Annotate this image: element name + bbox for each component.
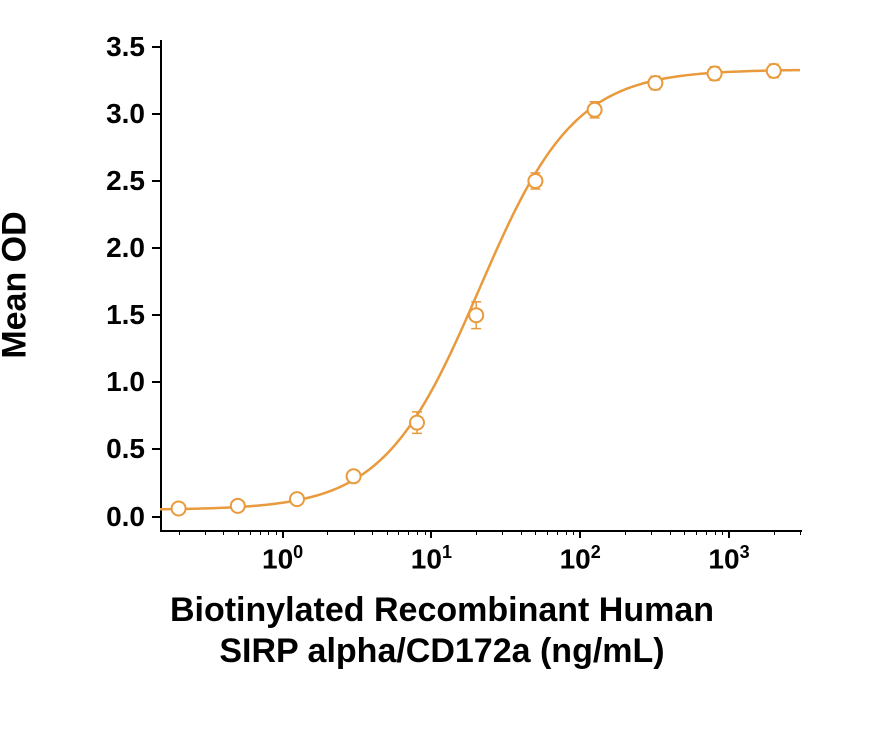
x-tick-minor	[179, 530, 180, 535]
y-tick-label: 2.0	[90, 232, 145, 264]
x-tick-minor	[573, 530, 574, 535]
data-point	[347, 469, 361, 483]
x-tick-minor	[205, 530, 206, 535]
x-tick-minor	[408, 530, 409, 535]
x-tick-minor	[684, 530, 685, 535]
y-tick	[152, 314, 160, 316]
y-tick-label: 3.0	[90, 98, 145, 130]
data-point	[708, 67, 722, 81]
x-tick-minor	[722, 530, 723, 535]
x-tick-label: 100	[262, 542, 303, 575]
x-tick-label: 102	[560, 542, 601, 575]
x-tick-minor	[521, 530, 522, 535]
data-point	[767, 64, 781, 78]
x-tick-minor	[706, 530, 707, 535]
y-tick-label: 2.5	[90, 165, 145, 197]
data-point	[231, 499, 245, 513]
x-tick-major	[430, 530, 432, 538]
y-tick	[152, 516, 160, 518]
x-tick-minor	[372, 530, 373, 535]
y-tick-label: 1.0	[90, 366, 145, 398]
x-tick-minor	[557, 530, 558, 535]
x-tick-minor	[476, 530, 477, 535]
chart-container: Mean OD Biotinylated Recombinant Human S…	[0, 0, 884, 736]
y-tick	[152, 113, 160, 115]
x-tick-label: 101	[411, 542, 452, 575]
x-tick-minor	[774, 530, 775, 535]
curve-line	[160, 70, 800, 509]
y-tick	[152, 247, 160, 249]
data-point	[648, 76, 662, 90]
x-tick-minor	[223, 530, 224, 535]
x-tick-minor	[502, 530, 503, 535]
x-tick-minor	[417, 530, 418, 535]
x-tick-minor	[268, 530, 269, 535]
x-tick-minor	[715, 530, 716, 535]
data-point	[528, 174, 542, 188]
y-tick-label: 0.5	[90, 433, 145, 465]
x-tick-minor	[250, 530, 251, 535]
x-tick-major	[728, 530, 730, 538]
data-point	[172, 502, 186, 516]
x-tick-minor	[670, 530, 671, 535]
y-tick	[152, 448, 160, 450]
x-tick-minor	[651, 530, 652, 535]
x-tick-minor	[354, 530, 355, 535]
x-tick-major	[282, 530, 284, 538]
x-tick-minor	[625, 530, 626, 535]
data-point	[469, 308, 483, 322]
y-tick-label: 0.0	[90, 501, 145, 533]
y-tick	[152, 46, 160, 48]
x-tick-minor	[535, 530, 536, 535]
x-tick-minor	[800, 530, 801, 535]
data-point	[588, 103, 602, 117]
data-point	[410, 416, 424, 430]
x-tick-minor	[276, 530, 277, 535]
x-tick-major	[579, 530, 581, 538]
x-tick-minor	[238, 530, 239, 535]
x-tick-minor	[696, 530, 697, 535]
x-tick-minor	[327, 530, 328, 535]
x-tick-minor	[547, 530, 548, 535]
x-tick-minor	[398, 530, 399, 535]
x-tick-minor	[425, 530, 426, 535]
x-tick-minor	[260, 530, 261, 535]
data-point	[290, 492, 304, 506]
y-tick-label: 3.5	[90, 31, 145, 63]
y-tick-label: 1.5	[90, 299, 145, 331]
y-tick	[152, 180, 160, 182]
x-tick-minor	[387, 530, 388, 535]
y-tick	[152, 381, 160, 383]
x-tick-minor	[566, 530, 567, 535]
x-tick-label: 103	[708, 542, 749, 575]
